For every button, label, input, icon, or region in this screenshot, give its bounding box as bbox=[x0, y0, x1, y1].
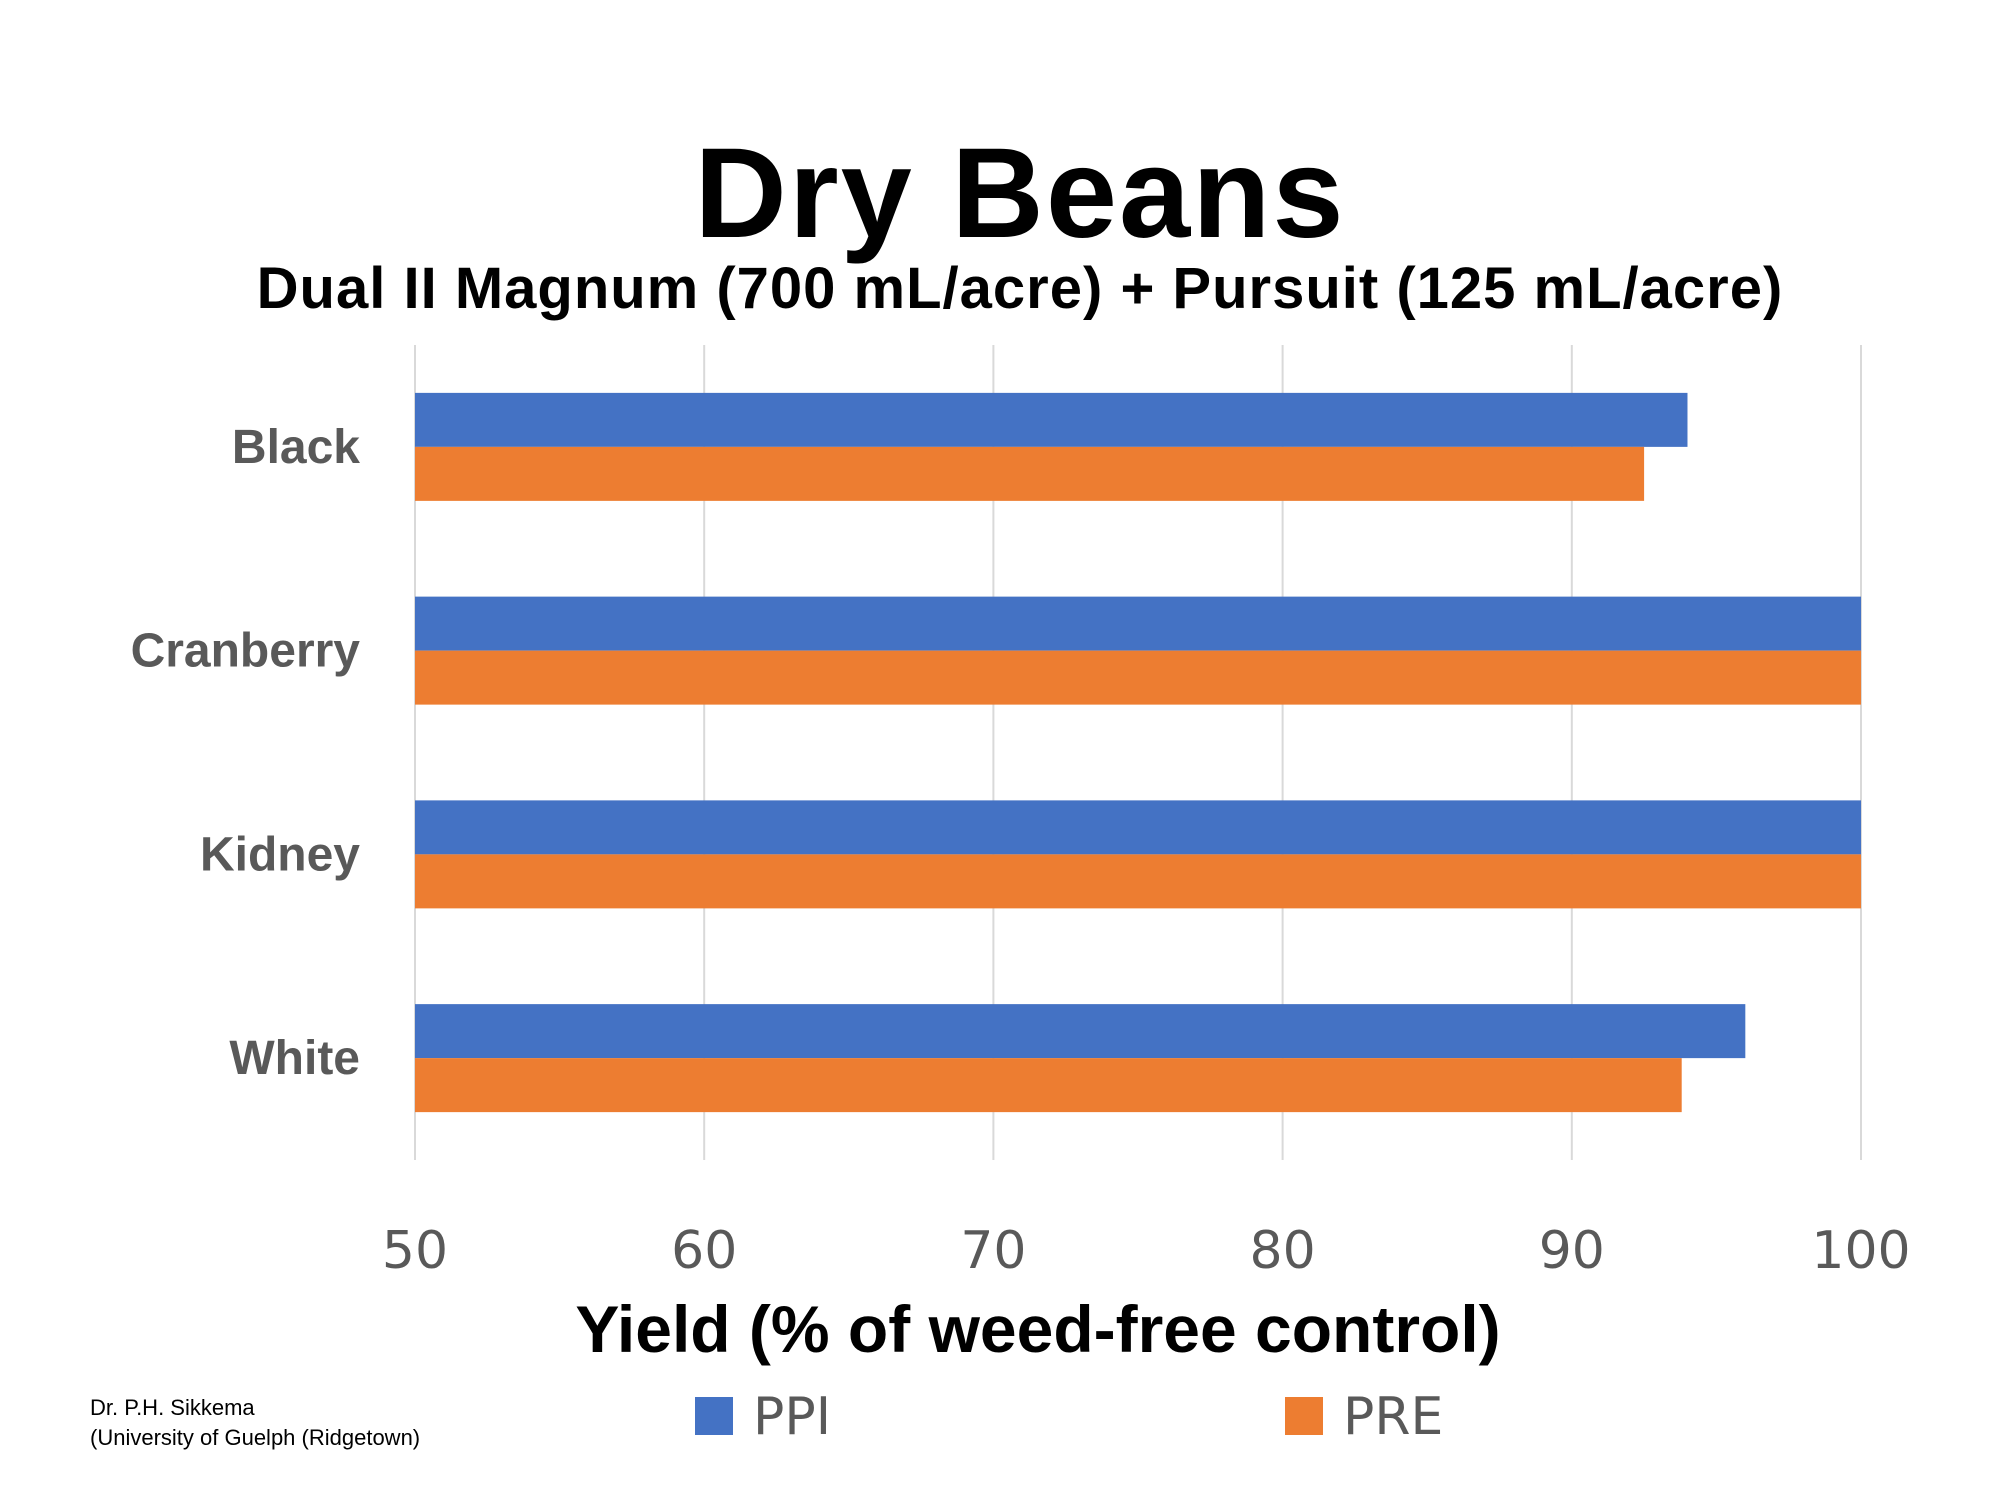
x-tick-label: 80 bbox=[1250, 1221, 1316, 1281]
credit-affiliation: (University of Guelph (Ridgetown) bbox=[90, 1425, 421, 1450]
bar-pre-black bbox=[415, 446, 1645, 501]
bar-ppi-black bbox=[415, 392, 1688, 447]
bar-ppi-white bbox=[415, 1004, 1746, 1059]
x-tick-label: 100 bbox=[1811, 1221, 1910, 1281]
y-category-label: White bbox=[229, 1032, 360, 1085]
x-tick-label: 70 bbox=[960, 1221, 1026, 1281]
x-tick-label: 50 bbox=[382, 1221, 448, 1281]
credit-author: Dr. P.H. Sikkema bbox=[90, 1395, 255, 1420]
chart-title: Dry Beans bbox=[694, 122, 1346, 265]
x-axis-label: Yield (% of weed-free control) bbox=[575, 1292, 1500, 1366]
x-tick-label: 90 bbox=[1539, 1221, 1605, 1281]
bar-ppi-cranberry bbox=[415, 596, 1861, 651]
chart-subtitle: Dual II Magnum (700 mL/acre) + Pursuit (… bbox=[256, 256, 1784, 321]
legend-label-pre: PRE bbox=[1343, 1387, 1443, 1447]
legend-swatch-ppi bbox=[695, 1397, 733, 1435]
bar-pre-white bbox=[415, 1058, 1682, 1113]
x-tick-label: 60 bbox=[671, 1221, 737, 1281]
bar-pre-kidney bbox=[415, 854, 1861, 909]
bar-pre-cranberry bbox=[415, 650, 1861, 705]
bar-ppi-kidney bbox=[415, 800, 1861, 855]
y-category-label: Kidney bbox=[200, 828, 360, 881]
credit: Dr. P.H. Sikkema (University of Guelph (… bbox=[90, 1393, 420, 1453]
y-category-label: Black bbox=[232, 421, 360, 474]
legend-swatch-pre bbox=[1285, 1397, 1323, 1435]
y-category-label: Cranberry bbox=[131, 625, 361, 678]
legend-label-ppi: PPI bbox=[753, 1387, 831, 1447]
